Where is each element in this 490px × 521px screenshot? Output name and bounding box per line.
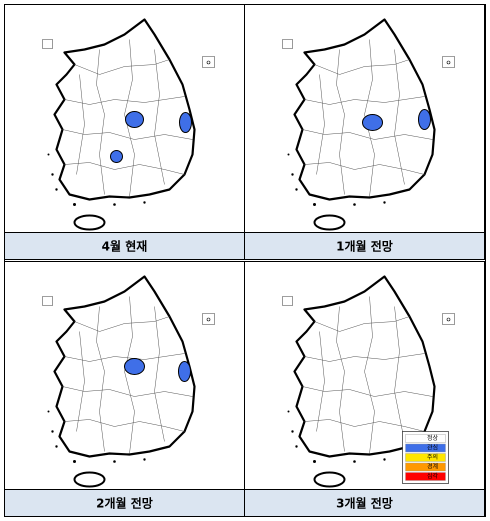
caption: 3개월 전망 bbox=[336, 496, 393, 511]
legend-swatch bbox=[405, 462, 446, 472]
caption-bg bbox=[4, 232, 245, 260]
legend-swatch bbox=[405, 434, 446, 443]
alert-region bbox=[124, 358, 145, 375]
alert-region bbox=[179, 112, 192, 133]
caption: 2개월 전망 bbox=[96, 496, 153, 511]
map-panel: 2개월 전망 bbox=[4, 261, 245, 517]
caption: 1개월 전망 bbox=[336, 239, 393, 254]
map-panel: 1개월 전망 bbox=[244, 4, 485, 260]
legend-label: 심각 bbox=[427, 472, 439, 480]
legend-label: 경계 bbox=[427, 463, 438, 471]
legend-swatch bbox=[405, 443, 446, 453]
caption-bg bbox=[244, 232, 485, 260]
legend-label: 관심 bbox=[427, 444, 438, 452]
legend-label: 정상 bbox=[427, 434, 439, 442]
caption-bg bbox=[244, 489, 485, 517]
caption: 4월 현재 bbox=[102, 239, 148, 254]
caption-bg bbox=[4, 489, 245, 517]
legend-swatch bbox=[405, 453, 446, 462]
alert-region bbox=[362, 114, 383, 131]
alert-region bbox=[110, 150, 123, 163]
legend-swatch bbox=[405, 472, 446, 481]
alert-region bbox=[178, 361, 191, 382]
alert-region bbox=[418, 109, 431, 130]
alert-region bbox=[125, 111, 144, 128]
legend-label: 주의 bbox=[427, 453, 438, 461]
map-panel: 4월 현재 bbox=[4, 4, 245, 260]
